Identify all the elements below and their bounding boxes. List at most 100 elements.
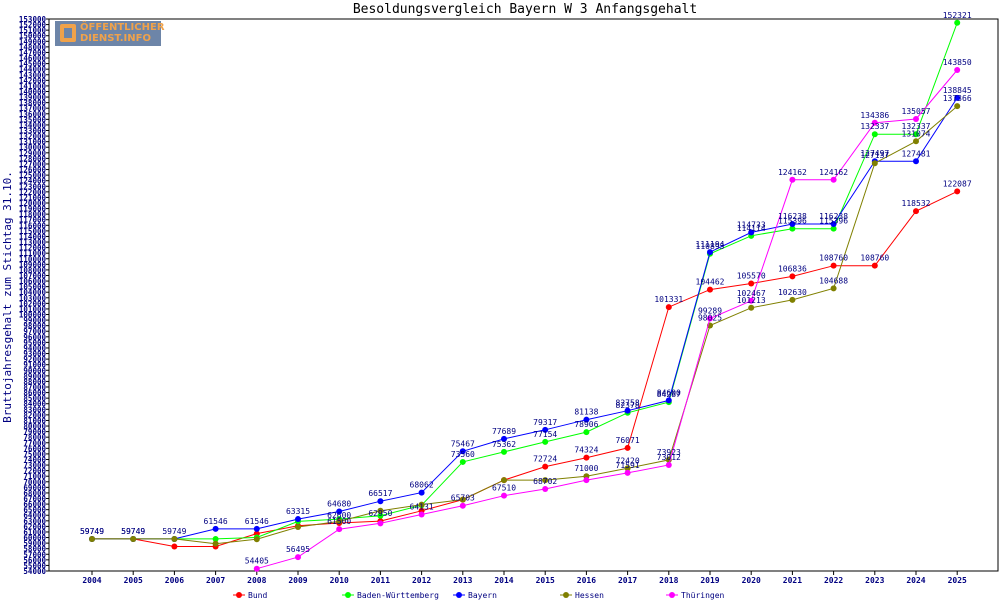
data-point-th-ringen: [665, 461, 672, 468]
y-tick-label: 63000: [23, 517, 46, 526]
y-tick-label: 65000: [23, 506, 46, 515]
legend-label-bund: Bund: [248, 591, 267, 600]
legend-marker-bund: [236, 592, 242, 598]
y-tick-label: 147000: [19, 48, 47, 57]
data-point-bayern: [501, 435, 507, 442]
data-point-bund: [665, 304, 672, 311]
data-point-bayern: [665, 397, 672, 404]
y-tick-label: 103000: [19, 294, 47, 303]
data-point-bayern: [418, 489, 425, 496]
series-line-bayern: [92, 97, 958, 540]
y-tick-label: 149000: [19, 37, 47, 46]
y-tick-label: 113000: [19, 238, 47, 247]
data-label-th-ringen: 71591: [616, 461, 640, 470]
data-point-bayern: [954, 94, 961, 101]
y-tick-label: 93000: [23, 350, 46, 359]
data-label-bayern: 66517: [368, 489, 392, 498]
data-point-hessen: [748, 304, 755, 311]
data-point-baden-w-rttemberg: [542, 438, 549, 445]
y-tick-label: 115000: [19, 227, 47, 236]
legend-marker-th-ringen: [669, 592, 675, 598]
y-tick-label: 55000: [23, 561, 46, 570]
x-tick-label: 2005: [124, 576, 143, 585]
y-tick-label: 128000: [19, 154, 47, 163]
x-tick-label: 2004: [82, 576, 101, 585]
y-tick-label: 96000: [23, 333, 46, 342]
data-label-bayern: 84600: [657, 388, 681, 397]
data-label-th-ringen: 134386: [860, 111, 889, 120]
data-point-th-ringen: [336, 526, 343, 533]
chart-title: Besoldungsvergleich Bayern W 3 Anfangsge…: [353, 2, 697, 17]
data-label-bayern: 116238: [819, 212, 848, 221]
y-tick-label: 126000: [19, 166, 47, 175]
x-tick-label: 2014: [494, 576, 513, 585]
data-label-th-ringen: 64131: [410, 503, 434, 512]
data-point-bayern: [583, 416, 590, 423]
y-tick-label: 61000: [23, 528, 46, 537]
data-label-baden-w-rttemberg: 77154: [533, 430, 557, 439]
x-tick-label: 2008: [247, 576, 266, 585]
data-point-th-ringen: [501, 492, 507, 499]
y-tick-label: 91000: [23, 361, 46, 370]
data-point-th-ringen: [624, 469, 631, 476]
data-label-bund: 72724: [533, 455, 557, 464]
data-point-hessen: [212, 540, 219, 547]
y-tick-label: 133000: [19, 127, 47, 136]
y-tick-label: 152000: [19, 21, 47, 30]
y-tick-label: 84000: [23, 400, 46, 409]
data-label-bund: 59749: [121, 527, 145, 536]
legend: Bund Baden-Württemberg Bayern Hessen Thüring…: [233, 591, 725, 600]
data-label-bayern: 138845: [943, 86, 972, 95]
data-label-bayern: 59749: [80, 527, 104, 536]
data-label-th-ringen: 61500: [327, 517, 351, 526]
y-tick-label: 95000: [23, 338, 46, 347]
y-tick-label: 137000: [19, 104, 47, 113]
data-point-hessen: [253, 536, 260, 543]
y-tick-label: 100000: [19, 311, 47, 320]
data-label-hessen: 98025: [698, 314, 722, 323]
data-point-hessen: [295, 523, 301, 530]
y-tick-label: 109000: [19, 260, 47, 269]
data-label-bayern: 81138: [574, 408, 598, 417]
x-tick-label: 2017: [618, 576, 637, 585]
y-tick-label: 57000: [23, 550, 46, 559]
data-point-bund: [954, 188, 961, 195]
data-point-bund: [171, 543, 178, 550]
data-point-hessen: [830, 285, 837, 292]
data-label-bayern: 114733: [737, 220, 766, 229]
y-tick-label: 148000: [19, 43, 47, 52]
data-label-th-ringen: 99289: [698, 306, 722, 315]
data-label-bayern: 61546: [245, 517, 269, 526]
data-point-th-ringen: [789, 176, 796, 183]
y-tick-label: 98000: [23, 322, 46, 331]
data-point-hessen: [871, 160, 878, 167]
data-point-bund: [871, 262, 878, 269]
data-label-bayern: 116238: [778, 212, 807, 221]
data-label-baden-w-rttemberg: 78906: [574, 420, 598, 429]
y-tick-label: 106000: [19, 277, 47, 286]
y-tick-label: 117000: [19, 216, 47, 225]
data-point-hessen: [954, 103, 961, 110]
data-point-bayern: [913, 158, 919, 165]
y-tick-label: 127000: [19, 160, 47, 169]
plot-frame: [48, 18, 999, 572]
x-tick-label: 2019: [700, 576, 719, 585]
y-tick-label: 151000: [19, 26, 47, 35]
series-line-hessen: [92, 105, 958, 545]
legend-marker-hessen: [563, 592, 569, 598]
data-label-th-ringen: 68702: [533, 477, 557, 486]
data-label-baden-w-rttemberg: 82378: [616, 401, 640, 410]
data-point-bund: [789, 273, 796, 280]
x-tick-label: 2023: [865, 576, 884, 585]
data-point-bayern: [542, 426, 549, 433]
legend-marker-baden-w-rttemberg: [345, 592, 351, 598]
data-point-baden-w-rttemberg: [212, 535, 219, 542]
y-tick-label: 86000: [23, 389, 46, 398]
y-tick-label: 118000: [19, 210, 47, 219]
data-label-bayern: 111194: [696, 240, 725, 249]
y-tick-label: 125000: [19, 171, 47, 180]
data-label-th-ringen: 102467: [737, 289, 766, 298]
y-tick-label: 97000: [23, 327, 46, 336]
data-point-th-ringen: [295, 554, 301, 561]
